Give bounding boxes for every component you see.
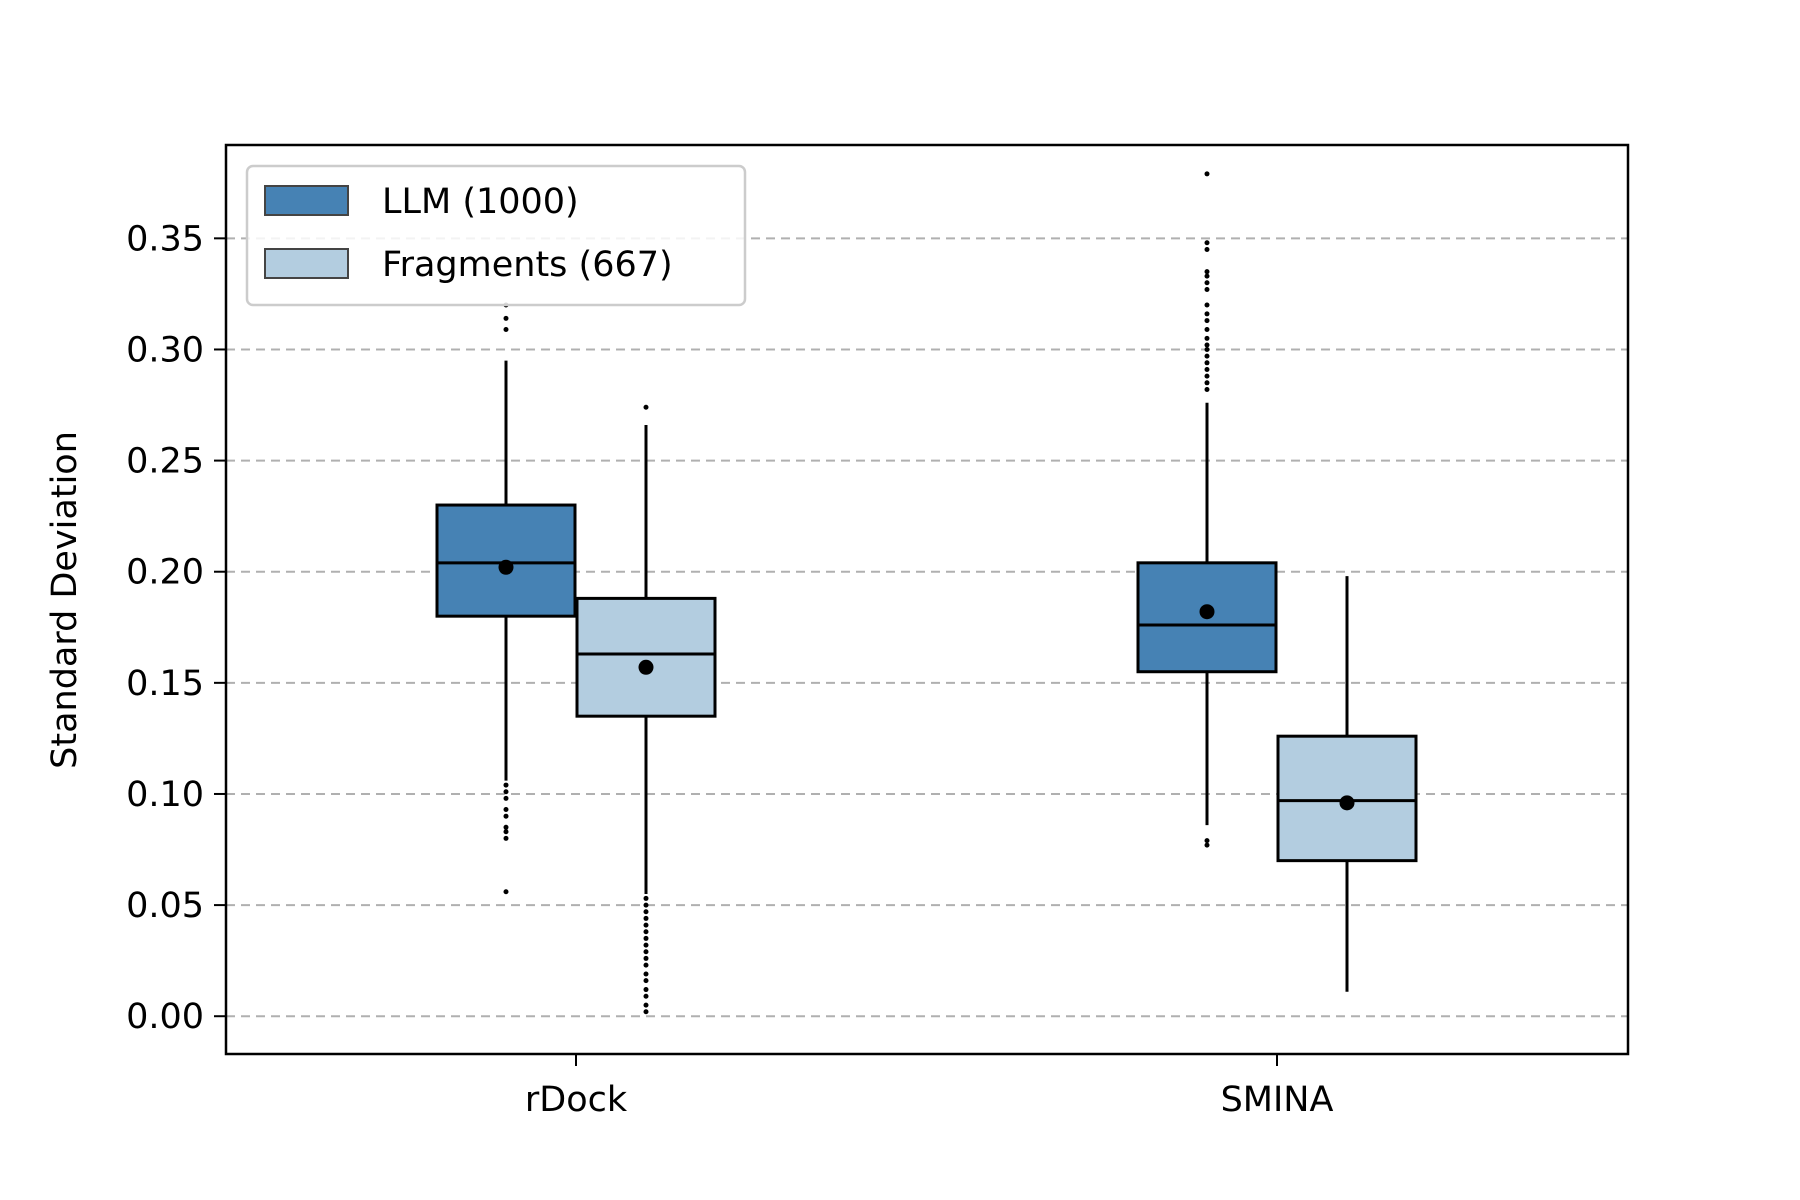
grid-lines (226, 237, 1628, 1018)
y-tick-label: 0.25 (126, 442, 204, 482)
outlier-point (503, 835, 509, 841)
x-tick-label: rDock (525, 1080, 628, 1120)
outlier-point (643, 1002, 649, 1008)
box-llm-rdock (435, 302, 577, 895)
outlier-point (1204, 311, 1210, 317)
x-axis: rDock SMINA (525, 1054, 1334, 1120)
outlier-point (643, 942, 649, 948)
y-tick-label: 0.15 (126, 664, 204, 704)
outlier-point (1204, 353, 1210, 359)
outlier-point (1204, 335, 1210, 341)
outlier-point (1204, 240, 1210, 246)
outlier-point (503, 807, 509, 813)
outlier-point (1204, 366, 1210, 372)
outlier-point (1204, 171, 1210, 177)
outlier-point (1204, 318, 1210, 324)
y-tick-label: 0.10 (126, 775, 204, 815)
outlier-point (1204, 360, 1210, 366)
outlier-point (643, 929, 649, 935)
legend-swatch (264, 248, 349, 279)
y-axis-label: Standard Deviation (45, 431, 85, 769)
outlier-point (1204, 273, 1210, 279)
y-tick-label: 0.00 (126, 997, 204, 1037)
y-tick-label: 0.35 (126, 219, 204, 259)
y-axis: 0.00 0.05 0.10 0.15 0.20 0.25 0.30 0.35 (126, 219, 226, 1037)
mean-marker (1199, 604, 1215, 620)
outlier-point (503, 829, 509, 835)
mean-marker (638, 659, 654, 675)
y-tick-label: 0.05 (126, 886, 204, 926)
outlier-point (643, 895, 649, 901)
outlier-point (503, 795, 509, 801)
outlier-point (503, 789, 509, 795)
y-tick-label: 0.20 (126, 553, 204, 593)
outlier-point (643, 935, 649, 941)
legend-frame (245, 164, 747, 307)
outlier-point (643, 955, 649, 961)
outlier-point (643, 962, 649, 968)
outlier-point (643, 922, 649, 928)
outlier-point (643, 949, 649, 955)
outlier-point (643, 1009, 649, 1015)
outlier-point (1204, 373, 1210, 379)
outlier-point (643, 993, 649, 999)
outlier-point (1204, 842, 1210, 848)
outlier-point (503, 315, 509, 321)
outlier-point (503, 824, 509, 830)
outlier-point (1204, 342, 1210, 348)
outlier-point (1204, 838, 1210, 844)
box-fragments-rdock (575, 404, 717, 1015)
outlier-point (1204, 246, 1210, 252)
outlier-point (1204, 269, 1210, 275)
box-iqr (575, 596, 717, 718)
outlier-point (1204, 302, 1210, 308)
outlier-point (503, 813, 509, 819)
legend: LLM (1000) Fragments (667) (245, 164, 747, 307)
outlier-point (1204, 380, 1210, 386)
outlier-point (503, 889, 509, 895)
mean-marker (498, 559, 514, 575)
x-tick-label: SMINA (1221, 1080, 1334, 1120)
legend-swatch (264, 185, 349, 216)
boxes (435, 171, 1418, 1015)
outlier-point (643, 987, 649, 993)
outlier-point (503, 782, 509, 788)
outlier-point (643, 915, 649, 921)
outlier-point (643, 978, 649, 984)
outlier-point (643, 902, 649, 908)
plot-area-frame (224, 143, 1630, 1056)
box-llm-smina (1136, 171, 1278, 848)
legend-label: LLM (1000) (382, 182, 579, 222)
mean-marker (1339, 795, 1355, 811)
y-tick-label: 0.30 (126, 330, 204, 370)
outlier-point (1204, 326, 1210, 332)
outlier-point (643, 971, 649, 977)
outlier-point (1204, 346, 1210, 352)
outlier-point (1204, 280, 1210, 286)
box-fragments-smina (1276, 576, 1418, 992)
outlier-point (503, 326, 509, 332)
outlier-point (643, 404, 649, 410)
legend-label: Fragments (667) (382, 245, 673, 285)
outlier-point (643, 909, 649, 915)
outlier-point (1204, 286, 1210, 292)
outlier-point (1204, 386, 1210, 392)
